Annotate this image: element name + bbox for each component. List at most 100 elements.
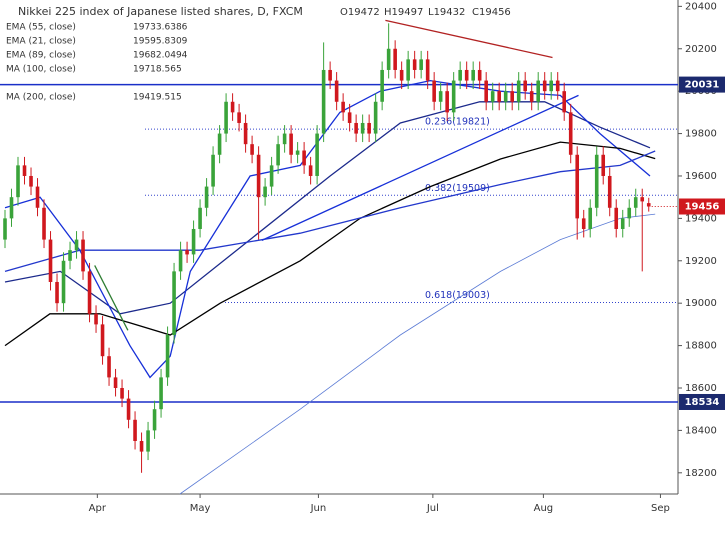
candle-body — [464, 69, 469, 81]
candle-body — [523, 80, 527, 92]
candle-body — [250, 144, 254, 155]
candle-body — [393, 48, 397, 70]
legend-value: 19595.8309 — [133, 37, 188, 47]
candle-body — [419, 59, 423, 70]
candle-body — [549, 80, 554, 92]
last-price-label: 19456 — [685, 202, 720, 213]
candle-body — [282, 133, 287, 145]
candle-body — [510, 91, 514, 102]
candle-body — [516, 80, 521, 102]
indicator-line — [179, 213, 656, 495]
level-tag-label: 18534 — [685, 397, 720, 408]
candle-body — [217, 133, 222, 155]
candle-body — [633, 197, 638, 208]
legend-value: 19419.515 — [133, 93, 182, 103]
candle-body — [237, 112, 241, 123]
candle-body — [276, 144, 280, 166]
candle-body — [373, 101, 378, 134]
candle-body — [289, 133, 293, 155]
y-tick-label: 19600 — [685, 171, 717, 182]
candle-body — [230, 101, 235, 113]
candle-body — [120, 387, 124, 399]
candle-body — [87, 271, 92, 314]
y-tick-label: 19200 — [685, 256, 717, 267]
candle-body — [321, 69, 326, 134]
candle-body — [432, 80, 436, 102]
y-tick-label: 19800 — [685, 129, 717, 140]
candle-body — [562, 91, 567, 113]
y-tick-label: 20400 — [685, 1, 717, 12]
legend-value: 19718.565 — [133, 65, 182, 75]
candle-body — [198, 207, 202, 229]
candle-body — [35, 186, 40, 208]
x-tick-label: May — [190, 503, 211, 514]
candle-body — [458, 69, 462, 81]
candle-body — [451, 80, 456, 113]
candle-body — [68, 250, 72, 261]
candle-body — [477, 69, 482, 81]
candle-body — [445, 91, 449, 113]
candle-body — [139, 440, 144, 452]
candle-body — [471, 69, 475, 81]
candle-body — [29, 175, 33, 187]
level-tag — [679, 393, 725, 410]
ohlc-value: O19472 — [340, 7, 380, 18]
x-tick-label: Apr — [89, 503, 107, 514]
candle-body — [503, 91, 508, 102]
legend-bg — [4, 21, 174, 34]
x-tick-label: Aug — [534, 503, 554, 514]
legend-label: EMA (55, close) — [6, 23, 76, 33]
candle-body — [172, 271, 176, 335]
candle-body — [620, 218, 625, 229]
trendline — [261, 94, 579, 241]
candle-body — [185, 250, 189, 255]
chart-title: Nikkei 225 index of Japanese listed shar… — [18, 5, 303, 18]
last-price-tag — [679, 198, 725, 215]
candle-body — [256, 154, 261, 198]
candle-body — [55, 281, 59, 304]
candle-body — [191, 228, 196, 255]
candle-body — [581, 218, 586, 229]
candle-body — [165, 334, 170, 378]
legend-label: MA (100, close) — [6, 65, 76, 75]
candle-body — [380, 69, 384, 102]
candle-body — [601, 154, 606, 176]
candle-body — [588, 207, 593, 229]
legend-label: EMA (21, close) — [6, 37, 76, 47]
y-tick-label: 19000 — [685, 298, 717, 309]
candle-body — [107, 356, 111, 378]
candle-body — [568, 112, 573, 155]
legend-label: EMA (89, close) — [6, 51, 76, 61]
candle-body — [542, 80, 547, 92]
candle-body — [347, 112, 352, 123]
trendline — [385, 19, 553, 59]
ohlc-value: H19497 — [384, 7, 423, 18]
candle-body — [334, 80, 339, 102]
candle-body — [302, 150, 306, 166]
candle-body — [529, 91, 534, 102]
candle-body — [555, 80, 560, 92]
candle-body — [74, 239, 79, 251]
candle-body — [133, 419, 137, 441]
candle-body — [614, 207, 619, 229]
candle-body — [536, 80, 540, 102]
candle-body — [94, 313, 98, 325]
candle-body — [640, 197, 645, 202]
candle-body — [425, 59, 430, 81]
candle-body — [211, 154, 215, 187]
candle-body — [406, 59, 410, 81]
candle-body — [243, 122, 248, 145]
candle-body — [100, 324, 105, 357]
level-tag-label: 20031 — [685, 80, 720, 91]
y-tick-label: 18200 — [685, 468, 717, 479]
level-tag — [679, 76, 725, 93]
legend-value: 19682.0494 — [133, 51, 188, 61]
candle-body — [399, 69, 404, 81]
fib-label: 0.382(19509) — [425, 183, 490, 194]
candle-body — [328, 69, 332, 81]
candle-body — [308, 165, 313, 176]
legend-bg — [4, 63, 174, 76]
candle-body — [48, 239, 53, 282]
y-tick-label: 18600 — [685, 383, 717, 394]
